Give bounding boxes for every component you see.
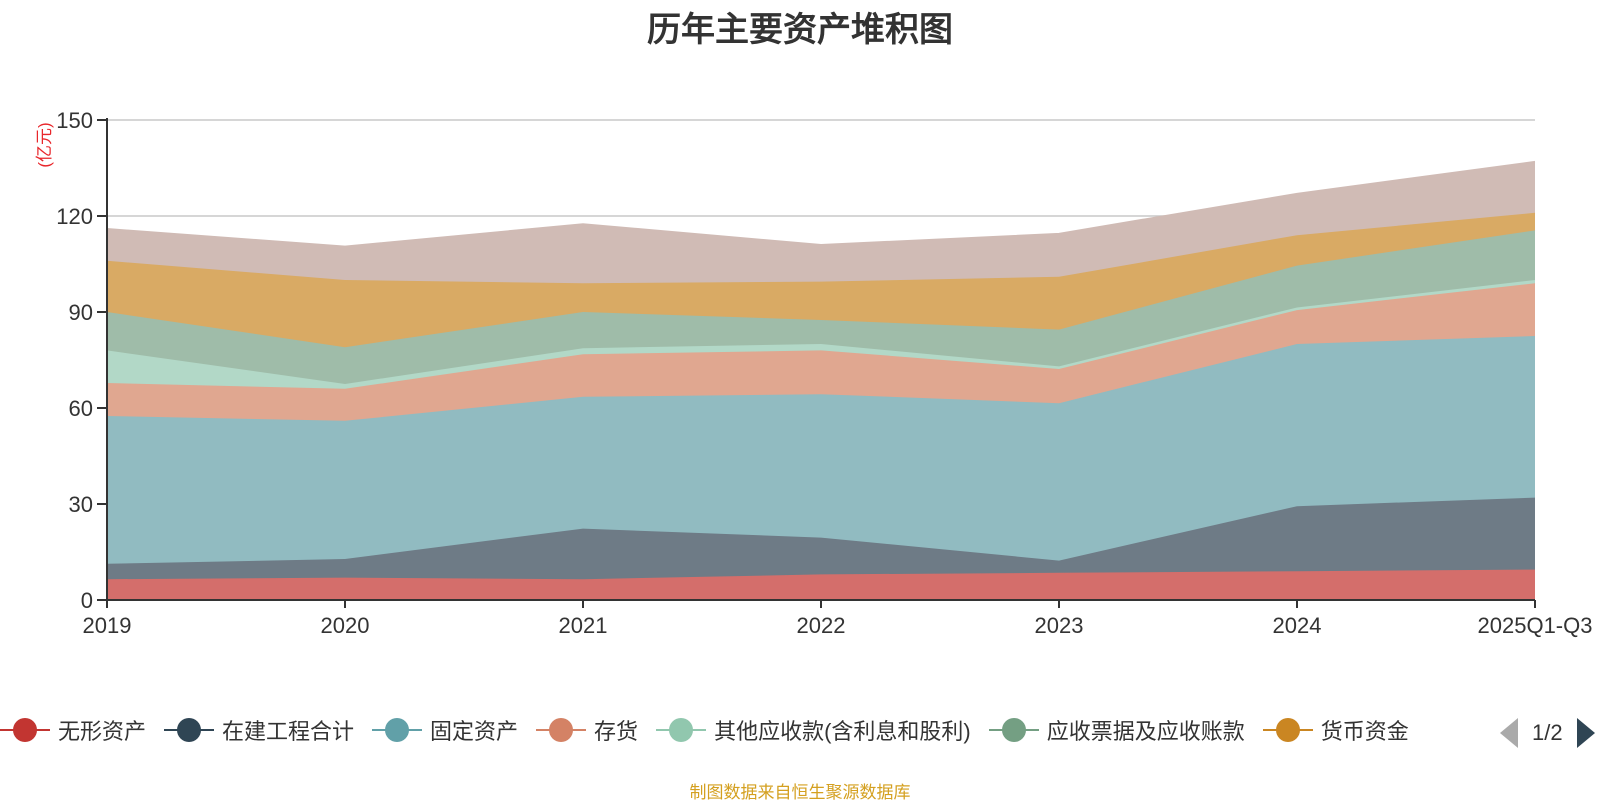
area-series-0[interactable] — [107, 569, 1535, 600]
legend-label: 在建工程合计 — [222, 719, 355, 744]
legend-label: 其他应收款(含利息和股利) — [714, 719, 971, 744]
legend-marker-dot — [669, 718, 694, 742]
legend-label: 无形资产 — [58, 719, 147, 744]
x-tick-label: 2024 — [1273, 613, 1322, 638]
y-tick-label: 0 — [81, 588, 93, 613]
legend-pager: 1/2 — [1500, 716, 1595, 750]
y-tick-label: 60 — [69, 396, 93, 421]
x-tick-label: 2020 — [321, 613, 370, 638]
legend-marker-icon — [656, 716, 707, 744]
legend-item[interactable]: 货币资金 — [1262, 710, 1409, 750]
legend-label: 货币资金 — [1320, 719, 1409, 744]
legend-item[interactable]: 无形资产 — [0, 710, 146, 750]
area-series-1[interactable] — [107, 497, 1535, 580]
legend-marker-icon — [0, 716, 50, 744]
legend-marker-icon — [536, 716, 587, 744]
stacked-area-chart: 0 30 60 90 120 150 2019 2020 2021 2022 2023 2024 202… — [35, 108, 1592, 638]
y-tick-label: 120 — [56, 204, 93, 229]
legend-marker-icon — [988, 716, 1039, 744]
legend-label: 应收票据及应收账款 — [1046, 719, 1245, 744]
legend-marker-dot — [385, 718, 410, 742]
y-tick-label: 150 — [56, 108, 93, 133]
legend-marker-dot — [13, 718, 37, 742]
legend-item[interactable]: 固定资产 — [372, 710, 518, 750]
legend-label: 固定资产 — [430, 719, 519, 744]
legend-marker-icon — [1262, 716, 1313, 744]
legend-marker-icon — [372, 716, 423, 744]
legend-marker-dot — [1001, 718, 1026, 742]
x-tick-label: 2022 — [797, 613, 846, 638]
legend-item[interactable]: 存货 — [536, 710, 638, 750]
y-tick-label: 30 — [69, 492, 93, 517]
legend-prev-arrow-icon[interactable] — [1500, 718, 1518, 748]
area-series-edge-7 — [106, 160, 1536, 248]
y-axis-unit-label: (亿元) — [35, 122, 54, 167]
legend-label: 存货 — [594, 719, 639, 744]
area-series-5[interactable] — [107, 230, 1535, 384]
legend-next-arrow-icon[interactable] — [1576, 718, 1595, 748]
x-tick-label: 2021 — [559, 613, 608, 638]
legend-page-indicator: 1/2 — [1532, 720, 1563, 745]
area-series-6[interactable] — [107, 212, 1535, 348]
legend-marker-dot — [1275, 718, 1300, 742]
area-series-4[interactable] — [107, 280, 1535, 389]
area-series-3[interactable] — [107, 283, 1535, 421]
data-source-note: 制图数据来自恒生聚源数据库 — [689, 783, 911, 802]
legend-marker-dot — [549, 718, 574, 742]
legend: 无形资产 在建工程合计 固定资产 存货 其他应收款(含利息和股利) 应收票据及应收账款 货币… — [0, 710, 1478, 750]
y-tick-label: 90 — [69, 300, 93, 325]
area-series-2[interactable] — [107, 336, 1535, 564]
x-tick-label: 2019 — [83, 613, 132, 638]
chart-title: 历年主要资产堆积图 — [647, 11, 953, 49]
legend-item[interactable]: 应收票据及应收账款 — [988, 710, 1245, 750]
legend-marker-dot — [177, 718, 202, 742]
area-series-7[interactable] — [107, 161, 1535, 284]
x-tick-label: 2023 — [1035, 613, 1084, 638]
axes: 0 30 60 90 120 150 2019 2020 2021 2022 2023 2024 202… — [56, 108, 1592, 638]
area-series[interactable] — [106, 160, 1536, 600]
legend-marker-icon — [164, 716, 215, 744]
legend-item[interactable]: 其他应收款(含利息和股利) — [656, 710, 971, 750]
legend-item[interactable]: 在建工程合计 — [164, 710, 354, 750]
x-tick-label: 2025Q1-Q3 — [1478, 613, 1593, 638]
